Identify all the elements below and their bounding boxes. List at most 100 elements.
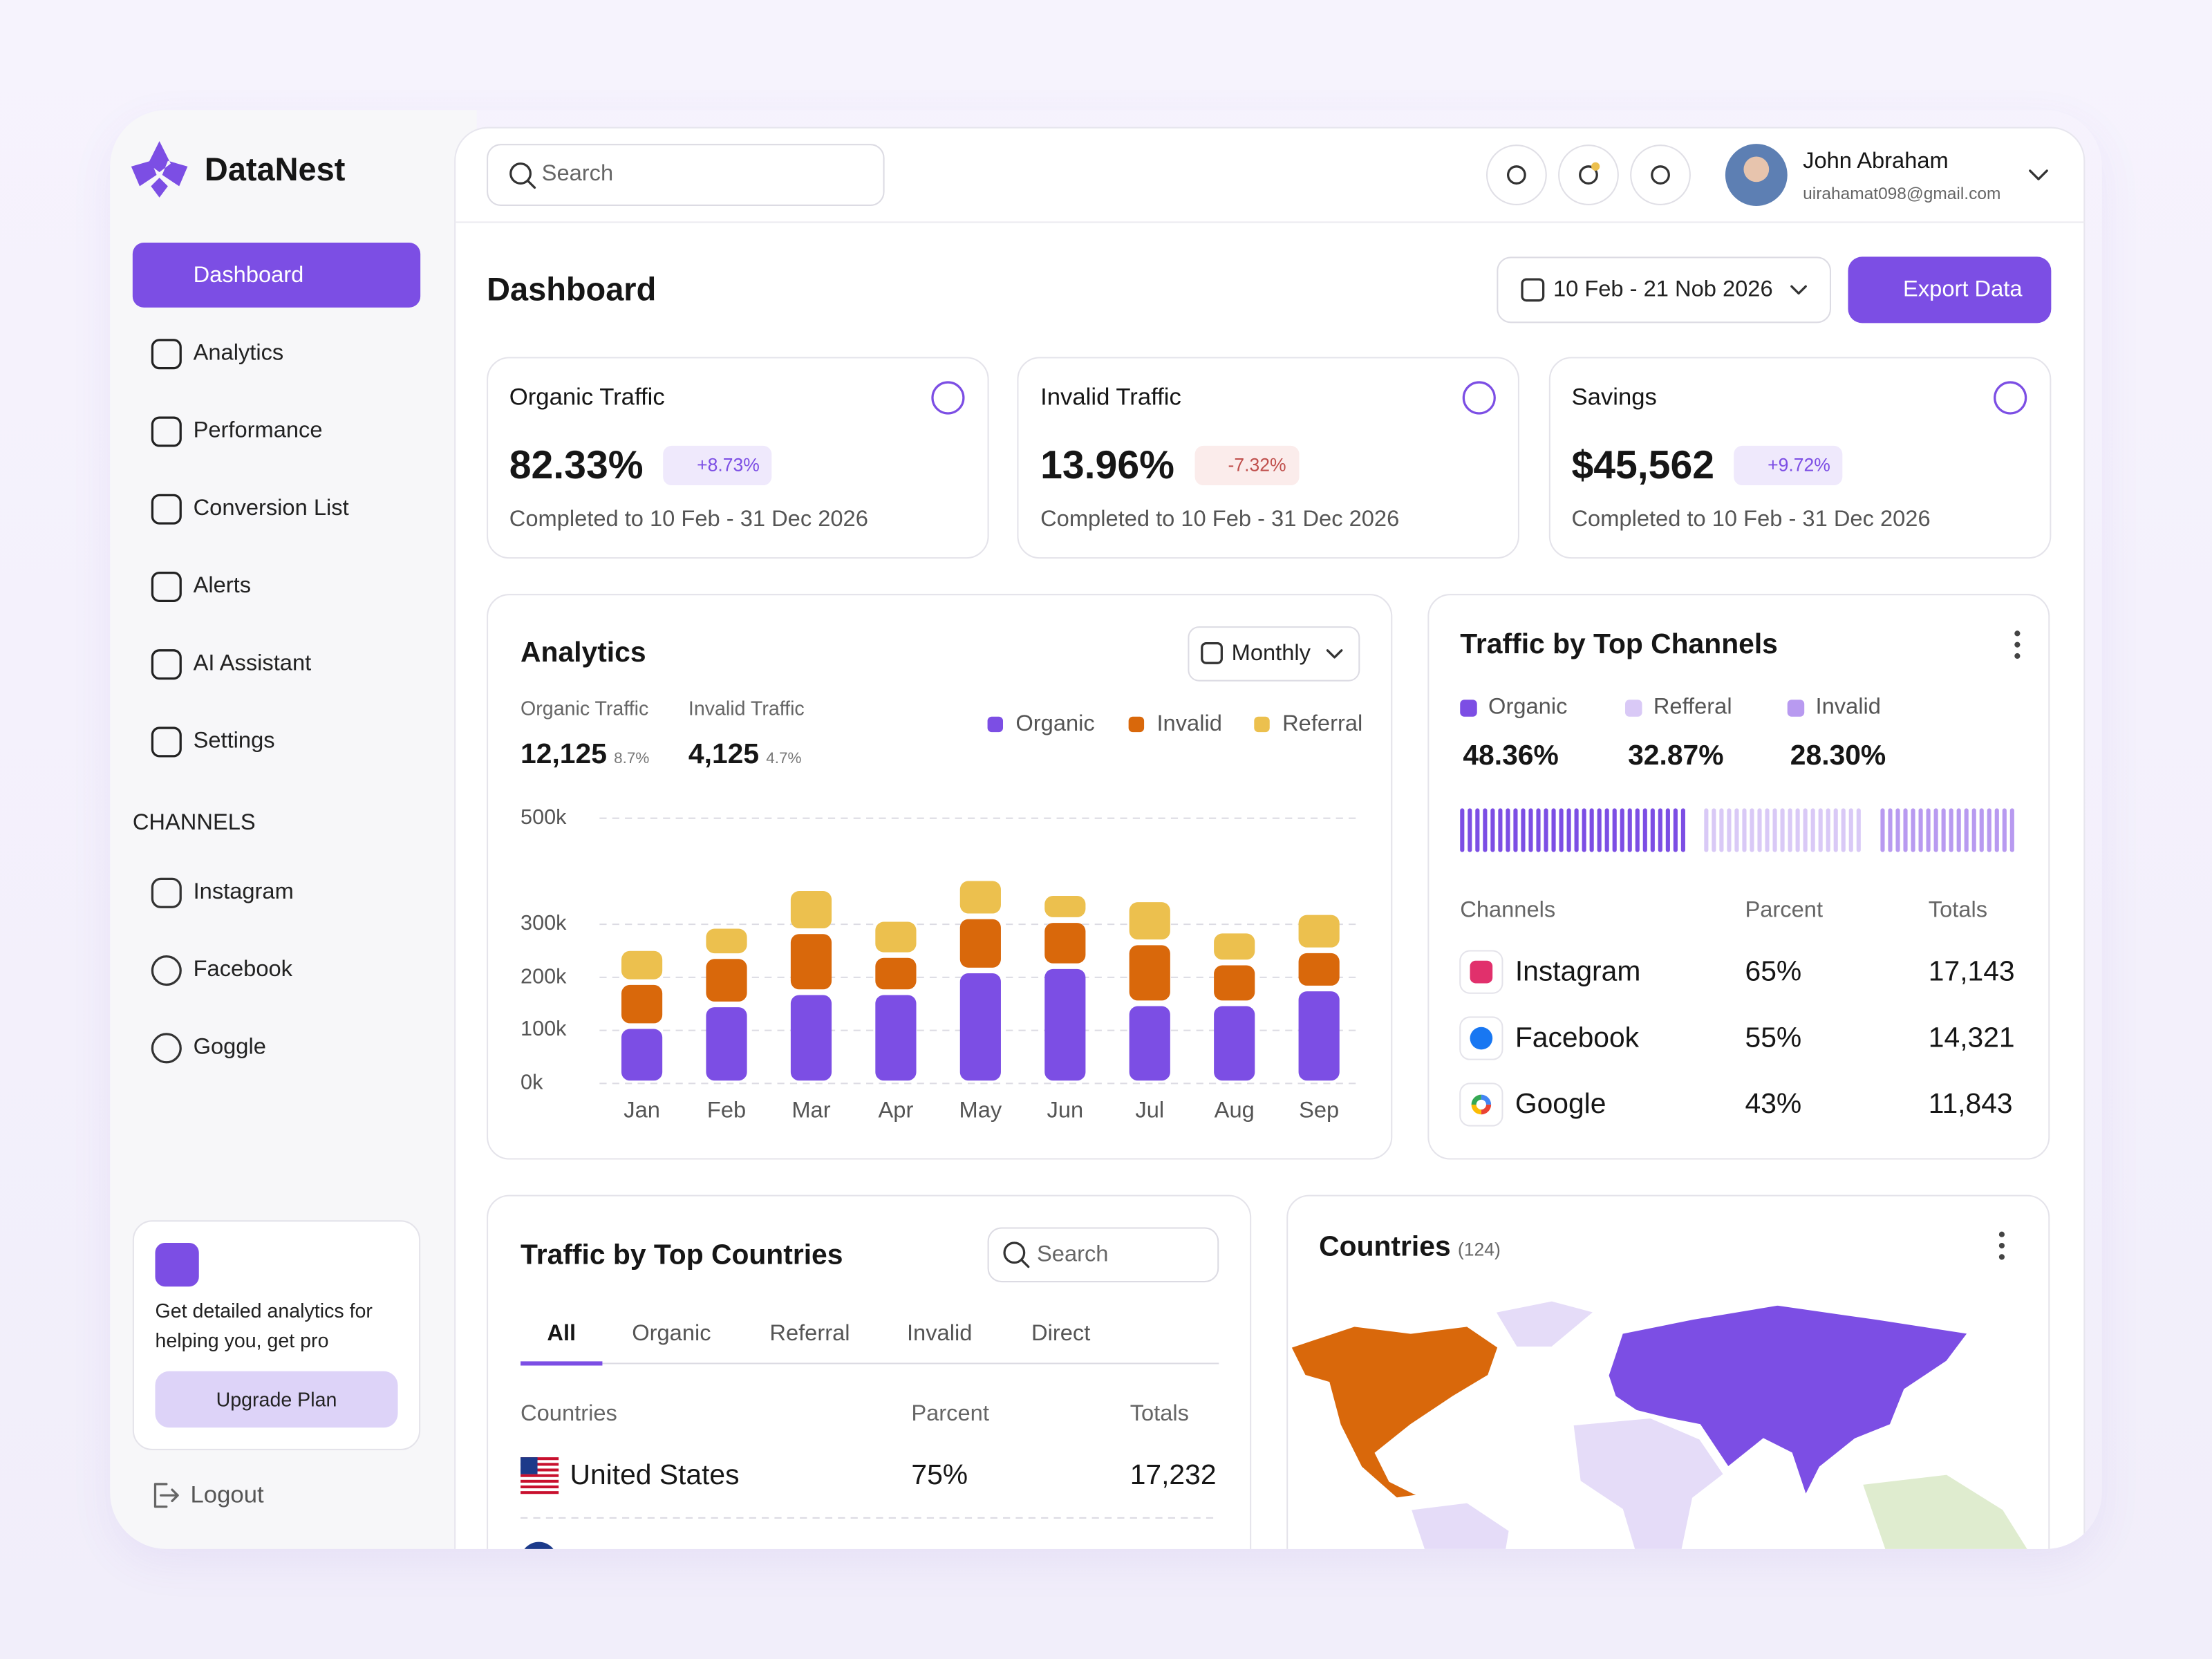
user-name: John Abraham xyxy=(1803,150,1949,174)
logo xyxy=(131,141,188,198)
stat-icon xyxy=(1994,381,2027,415)
bar-segment xyxy=(790,995,832,1081)
export-button[interactable] xyxy=(1848,256,2052,324)
progress-stripe xyxy=(1513,808,1518,852)
progress-stripe xyxy=(1880,808,1885,852)
export-label[interactable]: Export Data xyxy=(1903,278,2023,303)
stat-note: Completed to 10 Feb - 31 Dec 2026 xyxy=(1040,508,1400,533)
summary-value: 12,125 8.7% xyxy=(521,736,649,777)
progress-stripe xyxy=(1848,808,1853,852)
nav-item[interactable]: Alerts xyxy=(193,574,252,599)
table-cell: 11,843 xyxy=(1928,1089,2013,1121)
legend-swatch xyxy=(1460,700,1477,717)
header-button xyxy=(1558,144,1619,205)
progress-stripe xyxy=(1826,808,1830,852)
map-region xyxy=(1494,1300,1596,1348)
map-title: Countries (124) xyxy=(1319,1229,1501,1268)
period[interactable]: Monthly xyxy=(1231,642,1311,667)
stat-title: Invalid Traffic xyxy=(1040,383,1181,411)
channel-nav-item[interactable]: Facebook xyxy=(193,958,292,983)
legend-swatch xyxy=(1254,716,1270,733)
tab[interactable]: All xyxy=(547,1322,577,1347)
tab[interactable]: Organic xyxy=(632,1322,711,1347)
progress-stripe xyxy=(1734,808,1739,852)
logout[interactable]: Logout xyxy=(190,1481,264,1508)
legend-value: 32.87% xyxy=(1628,740,1724,772)
logout-icon xyxy=(153,1483,179,1508)
nav-icon xyxy=(151,494,182,525)
progress-stripe xyxy=(1949,808,1953,852)
progress-stripe xyxy=(1566,808,1571,852)
search-box[interactable] xyxy=(987,1227,1219,1283)
x-tick-label: May xyxy=(959,1099,1002,1124)
legend-value: 28.30% xyxy=(1790,740,1886,772)
bar-segment xyxy=(1214,965,1255,1001)
progress-stripe xyxy=(1903,808,1908,852)
chevron xyxy=(1326,649,1343,659)
nav-item[interactable]: Settings xyxy=(193,729,275,754)
progress-stripe xyxy=(1941,808,1946,852)
section-heading: CHANNELS xyxy=(132,812,256,836)
bar-segment xyxy=(621,1029,663,1081)
x-tick-label: Jul xyxy=(1135,1099,1165,1124)
date-button[interactable] xyxy=(1497,256,1831,324)
nav-active[interactable] xyxy=(132,243,421,308)
progress-stripe xyxy=(1551,808,1556,852)
progress-stripe xyxy=(1468,808,1472,852)
progress-stripe xyxy=(1895,808,1900,852)
search-placeholder: Search xyxy=(1036,1243,1109,1268)
flag-canton xyxy=(521,1457,538,1474)
table-cell: 43% xyxy=(1745,1089,1802,1121)
bar-segment xyxy=(790,891,832,929)
header-icon xyxy=(1651,165,1670,185)
channel-name: Google xyxy=(1515,1089,1606,1121)
bar-segment xyxy=(959,881,1001,914)
nav-item[interactable]: Dashboard xyxy=(193,264,304,289)
channel-name: Facebook xyxy=(1515,1022,1640,1054)
nav-item[interactable]: AI Assistant xyxy=(193,652,312,677)
progress-stripe xyxy=(1589,808,1594,852)
bar-segment xyxy=(1298,991,1340,1081)
x-tick-label: Mar xyxy=(791,1099,831,1124)
nav-item[interactable]: Analytics xyxy=(193,341,284,366)
progress-stripe xyxy=(1506,808,1510,852)
stat-value: 82.33% xyxy=(509,443,644,487)
tab[interactable]: Direct xyxy=(1031,1322,1091,1347)
progress-stripe xyxy=(1987,808,1991,852)
upgrade-button[interactable] xyxy=(155,1371,398,1428)
countries-card xyxy=(487,1194,1252,1549)
map-title-text: Countries xyxy=(1319,1231,1451,1263)
progress-stripe xyxy=(1704,808,1709,852)
legend-swatch xyxy=(1787,700,1805,717)
progress-stripe xyxy=(1712,808,1716,852)
period-select[interactable] xyxy=(1188,626,1360,682)
bar-segment xyxy=(875,995,917,1081)
bar-segment xyxy=(875,921,917,953)
tab[interactable]: Invalid xyxy=(906,1322,973,1347)
nav-item[interactable]: Performance xyxy=(193,419,323,444)
summary-value: 4,125 4.7% xyxy=(688,736,802,777)
progress-stripe xyxy=(1665,808,1670,852)
more-dot xyxy=(1998,1242,2005,1249)
country-name: United States xyxy=(570,1460,740,1492)
calendar-icon xyxy=(1521,278,1545,302)
progress-stripe xyxy=(2002,808,2007,852)
channel-nav-item[interactable]: Goggle xyxy=(193,1035,266,1060)
channel-icon xyxy=(151,955,182,986)
nav-item[interactable]: Conversion List xyxy=(193,497,349,521)
search-box[interactable] xyxy=(487,144,885,206)
date-range[interactable]: 10 Feb - 21 Nob 2026 xyxy=(1553,278,1773,303)
channel-nav-item[interactable]: Instagram xyxy=(193,881,294,905)
progress-stripe xyxy=(1994,808,1999,852)
tab[interactable]: Referral xyxy=(769,1322,850,1347)
progress-stripe xyxy=(1475,808,1480,852)
progress-stripe xyxy=(1582,808,1586,852)
map-count: (124) xyxy=(1457,1238,1501,1260)
legend-label: Organic xyxy=(1488,695,1568,720)
channel-icon xyxy=(151,877,182,908)
promo-icon xyxy=(155,1242,199,1287)
upgrade-label[interactable]: Upgrade Plan xyxy=(216,1387,337,1410)
bar-segment xyxy=(706,959,747,1002)
